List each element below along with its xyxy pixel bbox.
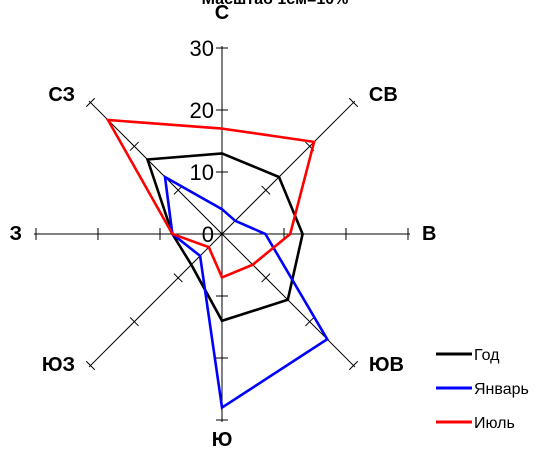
r-tick-label-3: 30 [190, 36, 214, 61]
axis-line-1 [221, 100, 356, 235]
legend-label-2: Июль [474, 415, 515, 432]
direction-labels: С СВ В ЮВ Ю ЮЗ З СЗ [9, 2, 436, 451]
series-group [105, 118, 329, 410]
radius-tick-labels: 0 10 20 30 [190, 36, 214, 247]
series-polygon-0 [145, 152, 304, 323]
axis-tick-3-2 [305, 317, 315, 327]
direction-label-0: С [215, 2, 229, 24]
axis-tick-3-3 [348, 360, 359, 371]
legend-label-0: Год [474, 347, 500, 364]
axes-group [34, 46, 410, 422]
axis-tick-7-2 [129, 141, 139, 151]
r-tick-label-2: 20 [190, 98, 214, 123]
axis-line-5 [88, 233, 223, 368]
legend-label-1: Январь [474, 381, 529, 398]
chart-title: Масштаб 1см=10% [202, 0, 349, 8]
direction-label-3: ЮВ [369, 354, 404, 376]
legend: Год Январь Июль [436, 347, 529, 432]
direction-label-2: В [422, 223, 436, 245]
axis-tick-5-3 [85, 360, 96, 371]
r-tick-label-1: 10 [190, 160, 214, 185]
axis-tick-1-1 [261, 185, 271, 195]
direction-label-7: СЗ [48, 84, 75, 106]
axis-tick-5-2 [129, 317, 139, 327]
axis-tick-5-1 [173, 273, 183, 283]
direction-label-1: СВ [369, 84, 398, 106]
direction-label-4: Ю [212, 429, 233, 451]
axis-tick-7-3 [85, 97, 96, 108]
r-tick-label-0: 0 [202, 222, 214, 247]
axis-tick-1-3 [348, 97, 359, 108]
series-polygon-1 [163, 174, 329, 410]
axis-tick-3-1 [261, 273, 271, 283]
series-polygon-2 [105, 118, 316, 280]
direction-label-5: ЮЗ [42, 354, 75, 376]
direction-label-6: З [9, 223, 22, 245]
